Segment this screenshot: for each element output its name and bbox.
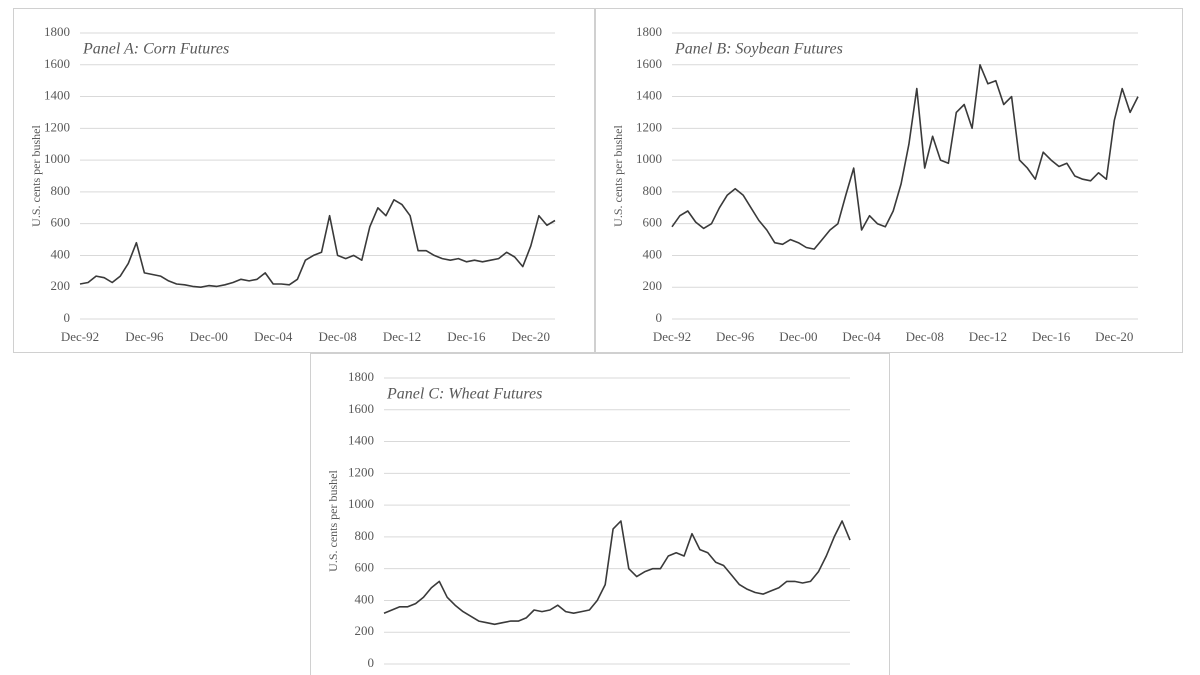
panel-frame (595, 8, 1183, 353)
panel-title: Panel B: Soybean Futures (674, 41, 843, 58)
x-tick-label: Dec-00 (779, 329, 817, 344)
panel-frame (310, 353, 890, 675)
price-line (383, 520, 851, 626)
y-tick-label: 600 (51, 215, 71, 230)
y-axis-label: U.S. cents per bushel (611, 125, 625, 227)
y-axis-label: U.S. cents per bushel (29, 125, 43, 227)
panel-frame (13, 8, 595, 353)
y-tick-label: 400 (355, 591, 375, 606)
x-tick-label: Dec-08 (318, 329, 356, 344)
x-tick-label: Dec-16 (1032, 329, 1071, 344)
y-tick-label: 800 (51, 183, 71, 198)
y-tick-label: 1200 (44, 119, 70, 134)
price-line (79, 199, 556, 288)
y-tick-label: 600 (643, 215, 663, 230)
price-line (671, 64, 1139, 250)
y-tick-label: 200 (643, 278, 663, 293)
y-tick-label: 1400 (636, 88, 662, 103)
y-tick-label: 800 (355, 528, 375, 543)
y-tick-label: 1000 (636, 151, 662, 166)
y-tick-label: 400 (643, 246, 663, 261)
x-tick-label: Dec-20 (512, 329, 550, 344)
x-tick-label: Dec-20 (1095, 329, 1133, 344)
y-tick-label: 400 (51, 246, 71, 261)
y-tick-label: 600 (355, 560, 375, 575)
y-tick-label: 1400 (44, 88, 70, 103)
x-tick-label: Dec-12 (383, 329, 421, 344)
x-tick-label: Dec-12 (969, 329, 1007, 344)
y-tick-label: 1000 (44, 151, 70, 166)
x-tick-label: Dec-08 (906, 329, 944, 344)
y-tick-label: 0 (656, 310, 663, 325)
x-tick-label: Dec-96 (125, 329, 164, 344)
y-tick-label: 1600 (44, 56, 70, 71)
x-tick-label: Dec-92 (61, 329, 99, 344)
y-tick-label: 1600 (636, 56, 662, 71)
x-tick-label: Dec-96 (716, 329, 755, 344)
y-tick-label: 1400 (348, 433, 374, 448)
y-axis-label: U.S. cents per bushel (326, 470, 340, 572)
y-tick-label: 1200 (348, 464, 374, 479)
panel-title: Panel C: Wheat Futures (386, 386, 542, 403)
y-tick-label: 1600 (348, 401, 374, 416)
y-tick-label: 800 (643, 183, 663, 198)
y-tick-label: 1200 (636, 119, 662, 134)
y-tick-label: 0 (368, 655, 375, 670)
y-tick-label: 200 (51, 278, 71, 293)
x-tick-label: Dec-16 (447, 329, 486, 344)
x-tick-label: Dec-92 (653, 329, 691, 344)
x-tick-label: Dec-04 (842, 329, 881, 344)
panel-title: Panel A: Corn Futures (82, 41, 229, 58)
x-tick-label: Dec-04 (254, 329, 293, 344)
y-tick-label: 200 (355, 623, 375, 638)
y-tick-label: 0 (64, 310, 71, 325)
y-tick-label: 1800 (348, 369, 374, 384)
y-tick-label: 1800 (636, 24, 662, 39)
x-tick-label: Dec-00 (190, 329, 228, 344)
y-tick-label: 1800 (44, 24, 70, 39)
y-tick-label: 1000 (348, 496, 374, 511)
